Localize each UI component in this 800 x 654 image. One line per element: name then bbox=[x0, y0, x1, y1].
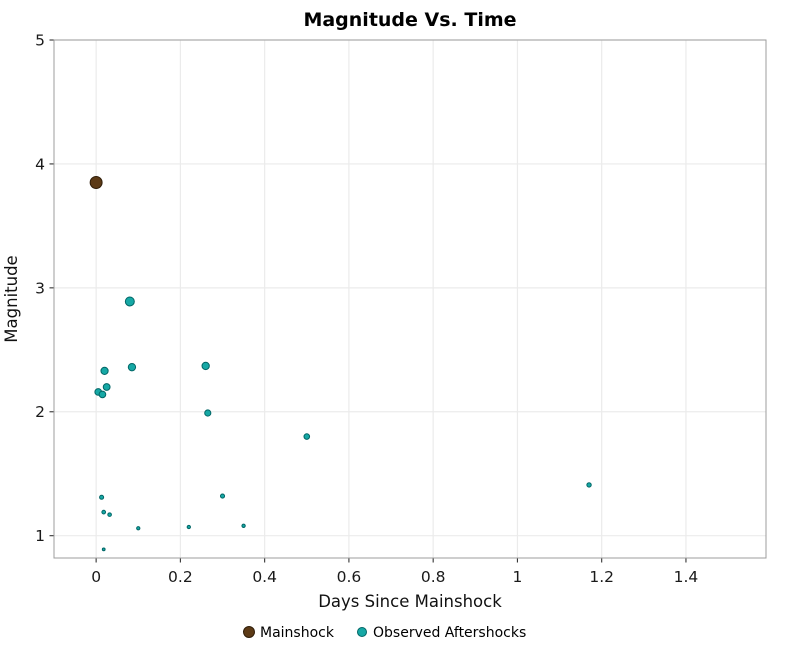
x-tick-label: 0.2 bbox=[168, 568, 193, 586]
data-point-aftershock bbox=[127, 362, 137, 372]
axis-ticks bbox=[49, 39, 687, 563]
legend-label-mainshock: Mainshock bbox=[260, 625, 335, 641]
x-axis-label: Days Since Mainshock bbox=[318, 592, 502, 611]
legend: Mainshock Observed Aftershocks bbox=[243, 625, 526, 641]
x-tick-label: 1.2 bbox=[589, 568, 614, 586]
chart-title: Magnitude Vs. Time bbox=[303, 9, 516, 31]
legend-marker-mainshock bbox=[243, 626, 255, 638]
data-point-aftershock bbox=[219, 493, 226, 499]
tick-labels: 0 0.2 0.4 0.6 0.8 1 1.2 1.4 1 2 3 4 5 bbox=[35, 31, 698, 586]
x-tick-label: 1.4 bbox=[674, 568, 699, 586]
data-point-aftershock bbox=[124, 296, 135, 307]
data-point-aftershock bbox=[101, 547, 106, 552]
data-point-aftershock bbox=[241, 523, 246, 528]
y-tick-label: 3 bbox=[35, 279, 45, 297]
data-point-aftershock bbox=[136, 526, 141, 531]
y-tick-label: 1 bbox=[35, 527, 45, 545]
x-tick-label: 0.6 bbox=[337, 568, 362, 586]
data-point-aftershock bbox=[186, 524, 191, 530]
y-tick-label: 2 bbox=[35, 403, 45, 421]
data-point-aftershock bbox=[586, 482, 592, 488]
y-axis-label: Magnitude bbox=[2, 255, 21, 342]
data-point-aftershock bbox=[204, 409, 212, 417]
legend-label-aftershocks: Observed Aftershocks bbox=[373, 625, 526, 641]
y-tick-label: 4 bbox=[35, 155, 45, 173]
gridlines bbox=[54, 39, 766, 558]
x-tick-label: 0 bbox=[91, 568, 101, 586]
data-point-aftershock bbox=[99, 494, 105, 500]
y-tick-label: 5 bbox=[35, 31, 45, 49]
legend-marker-aftershocks bbox=[357, 627, 367, 637]
x-tick-label: 1 bbox=[512, 568, 522, 586]
data-point-aftershock bbox=[201, 361, 210, 371]
data-point-aftershock bbox=[101, 509, 107, 515]
data-point-aftershock bbox=[102, 383, 111, 391]
data-point-aftershock bbox=[107, 512, 112, 517]
data-point-aftershock bbox=[303, 433, 311, 440]
x-tick-label: 0.4 bbox=[252, 568, 277, 586]
data-point-aftershock bbox=[98, 390, 107, 399]
data-points bbox=[89, 176, 592, 552]
data-point-mainshock bbox=[89, 176, 103, 189]
plot-frame bbox=[53, 39, 767, 559]
x-tick-label: 0.8 bbox=[421, 568, 446, 586]
data-point-aftershock bbox=[100, 366, 109, 375]
